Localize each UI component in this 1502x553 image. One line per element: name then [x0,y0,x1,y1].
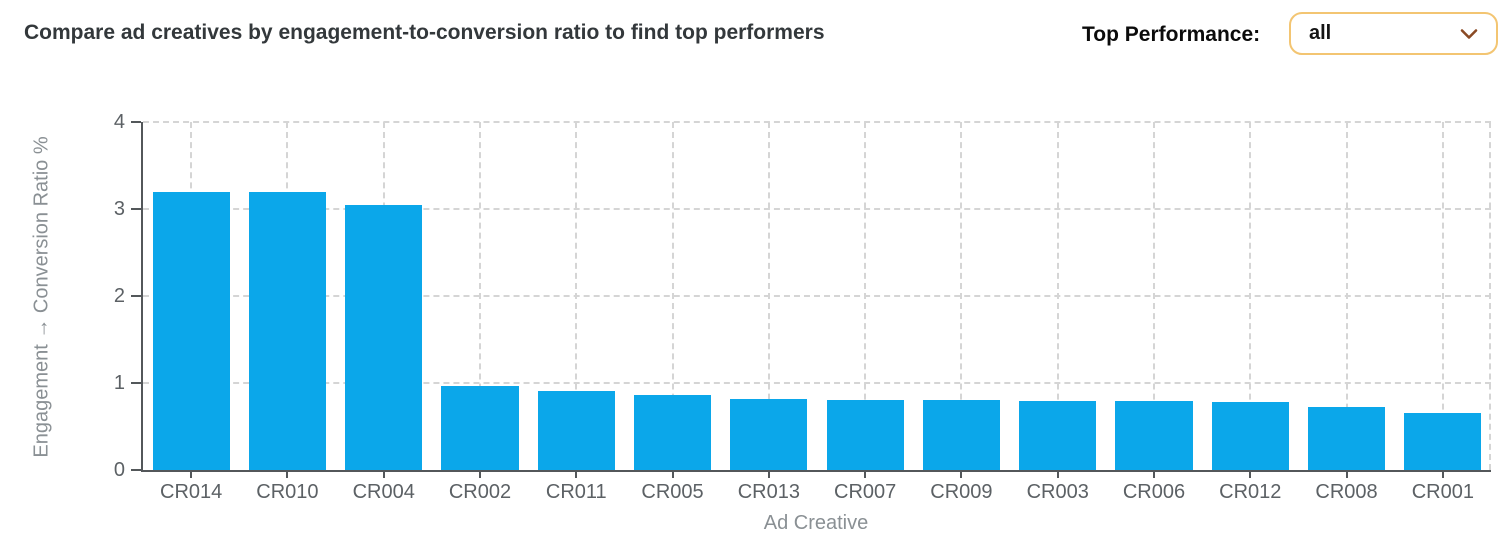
chevron-down-icon [1460,28,1478,40]
y-tick [131,382,141,384]
v-gridline [767,122,770,470]
h-gridline [143,121,1491,123]
page-title: Compare ad creatives by engagement-to-co… [24,21,825,44]
x-tick-label: CR009 [930,481,993,503]
bar [1308,407,1386,470]
y-axis-title: Engagement → Conversion Ratio % [30,136,53,458]
v-gridline [1249,122,1252,470]
bar [634,395,712,470]
v-gridline [1441,122,1444,470]
y-tick [131,208,141,210]
x-tick [671,470,674,478]
x-tick [575,470,578,478]
x-tick [286,470,289,478]
y-tick-label: 2 [113,285,125,307]
bar [730,398,808,470]
x-tick [1249,470,1252,478]
select-value: all [1309,22,1332,44]
top-performance-label: Top Performance: [1082,23,1261,46]
x-tick-label: CR006 [1122,481,1186,503]
y-tick [131,121,141,123]
x-tick [1153,470,1155,478]
x-tick [1345,470,1348,478]
bar [441,386,519,470]
bar [826,399,904,470]
x-tick-label: CR001 [1411,481,1474,503]
v-gridline [1056,122,1059,470]
v-gridline [960,122,963,470]
bar [1019,401,1097,470]
x-tick [479,470,481,478]
x-tick-label: CR003 [1026,481,1089,503]
bar [1115,401,1193,470]
bar [537,390,615,470]
x-tick-label: CR008 [1315,481,1378,503]
bar [1404,413,1482,470]
x-tick-label: CR012 [1219,481,1282,503]
v-gridline [864,122,867,470]
y-tick-label: 0 [113,459,125,481]
x-tick [190,470,193,478]
x-tick [864,470,867,478]
v-gridline [479,122,481,470]
y-tick [131,469,141,471]
y-tick-label: 3 [113,198,125,220]
x-axis-title: Ad Creative [763,512,869,534]
x-tick-label: CR010 [256,481,319,503]
bar [922,400,1000,470]
y-tick [131,295,141,297]
h-gridline [143,382,1491,384]
top-performance-select[interactable]: all [1289,12,1498,55]
plot-area: 0 1 2 3 4 CR014 CR010 CR004 CR002 CR011 CR005 CR013… [114,111,1491,503]
x-tick [767,470,770,478]
v-gridline [1153,122,1155,470]
x-tick-label: CR004 [352,481,415,503]
v-gridline [1345,122,1348,470]
x-tick-label: CR011 [545,481,607,503]
bar [152,191,230,470]
plot-right-edge [1489,122,1491,470]
bar [345,204,423,470]
bar [1211,402,1289,470]
y-tick-label: 4 [113,111,125,133]
bar [248,192,326,470]
h-gridline [143,208,1491,210]
x-tick [1056,470,1059,478]
x-tick [960,470,963,478]
v-gridline [671,122,674,470]
h-gridline [143,295,1491,297]
x-tick-label: CR007 [834,481,897,503]
x-tick [1441,470,1444,478]
x-tick [382,470,385,478]
x-tick-label: CR005 [641,481,704,503]
v-gridline [575,122,578,470]
x-tick-label: CR013 [737,481,800,503]
x-tick-label: CR014 [160,481,223,503]
x-tick-label: CR002 [448,481,512,503]
y-tick-label: 1 [113,372,125,394]
